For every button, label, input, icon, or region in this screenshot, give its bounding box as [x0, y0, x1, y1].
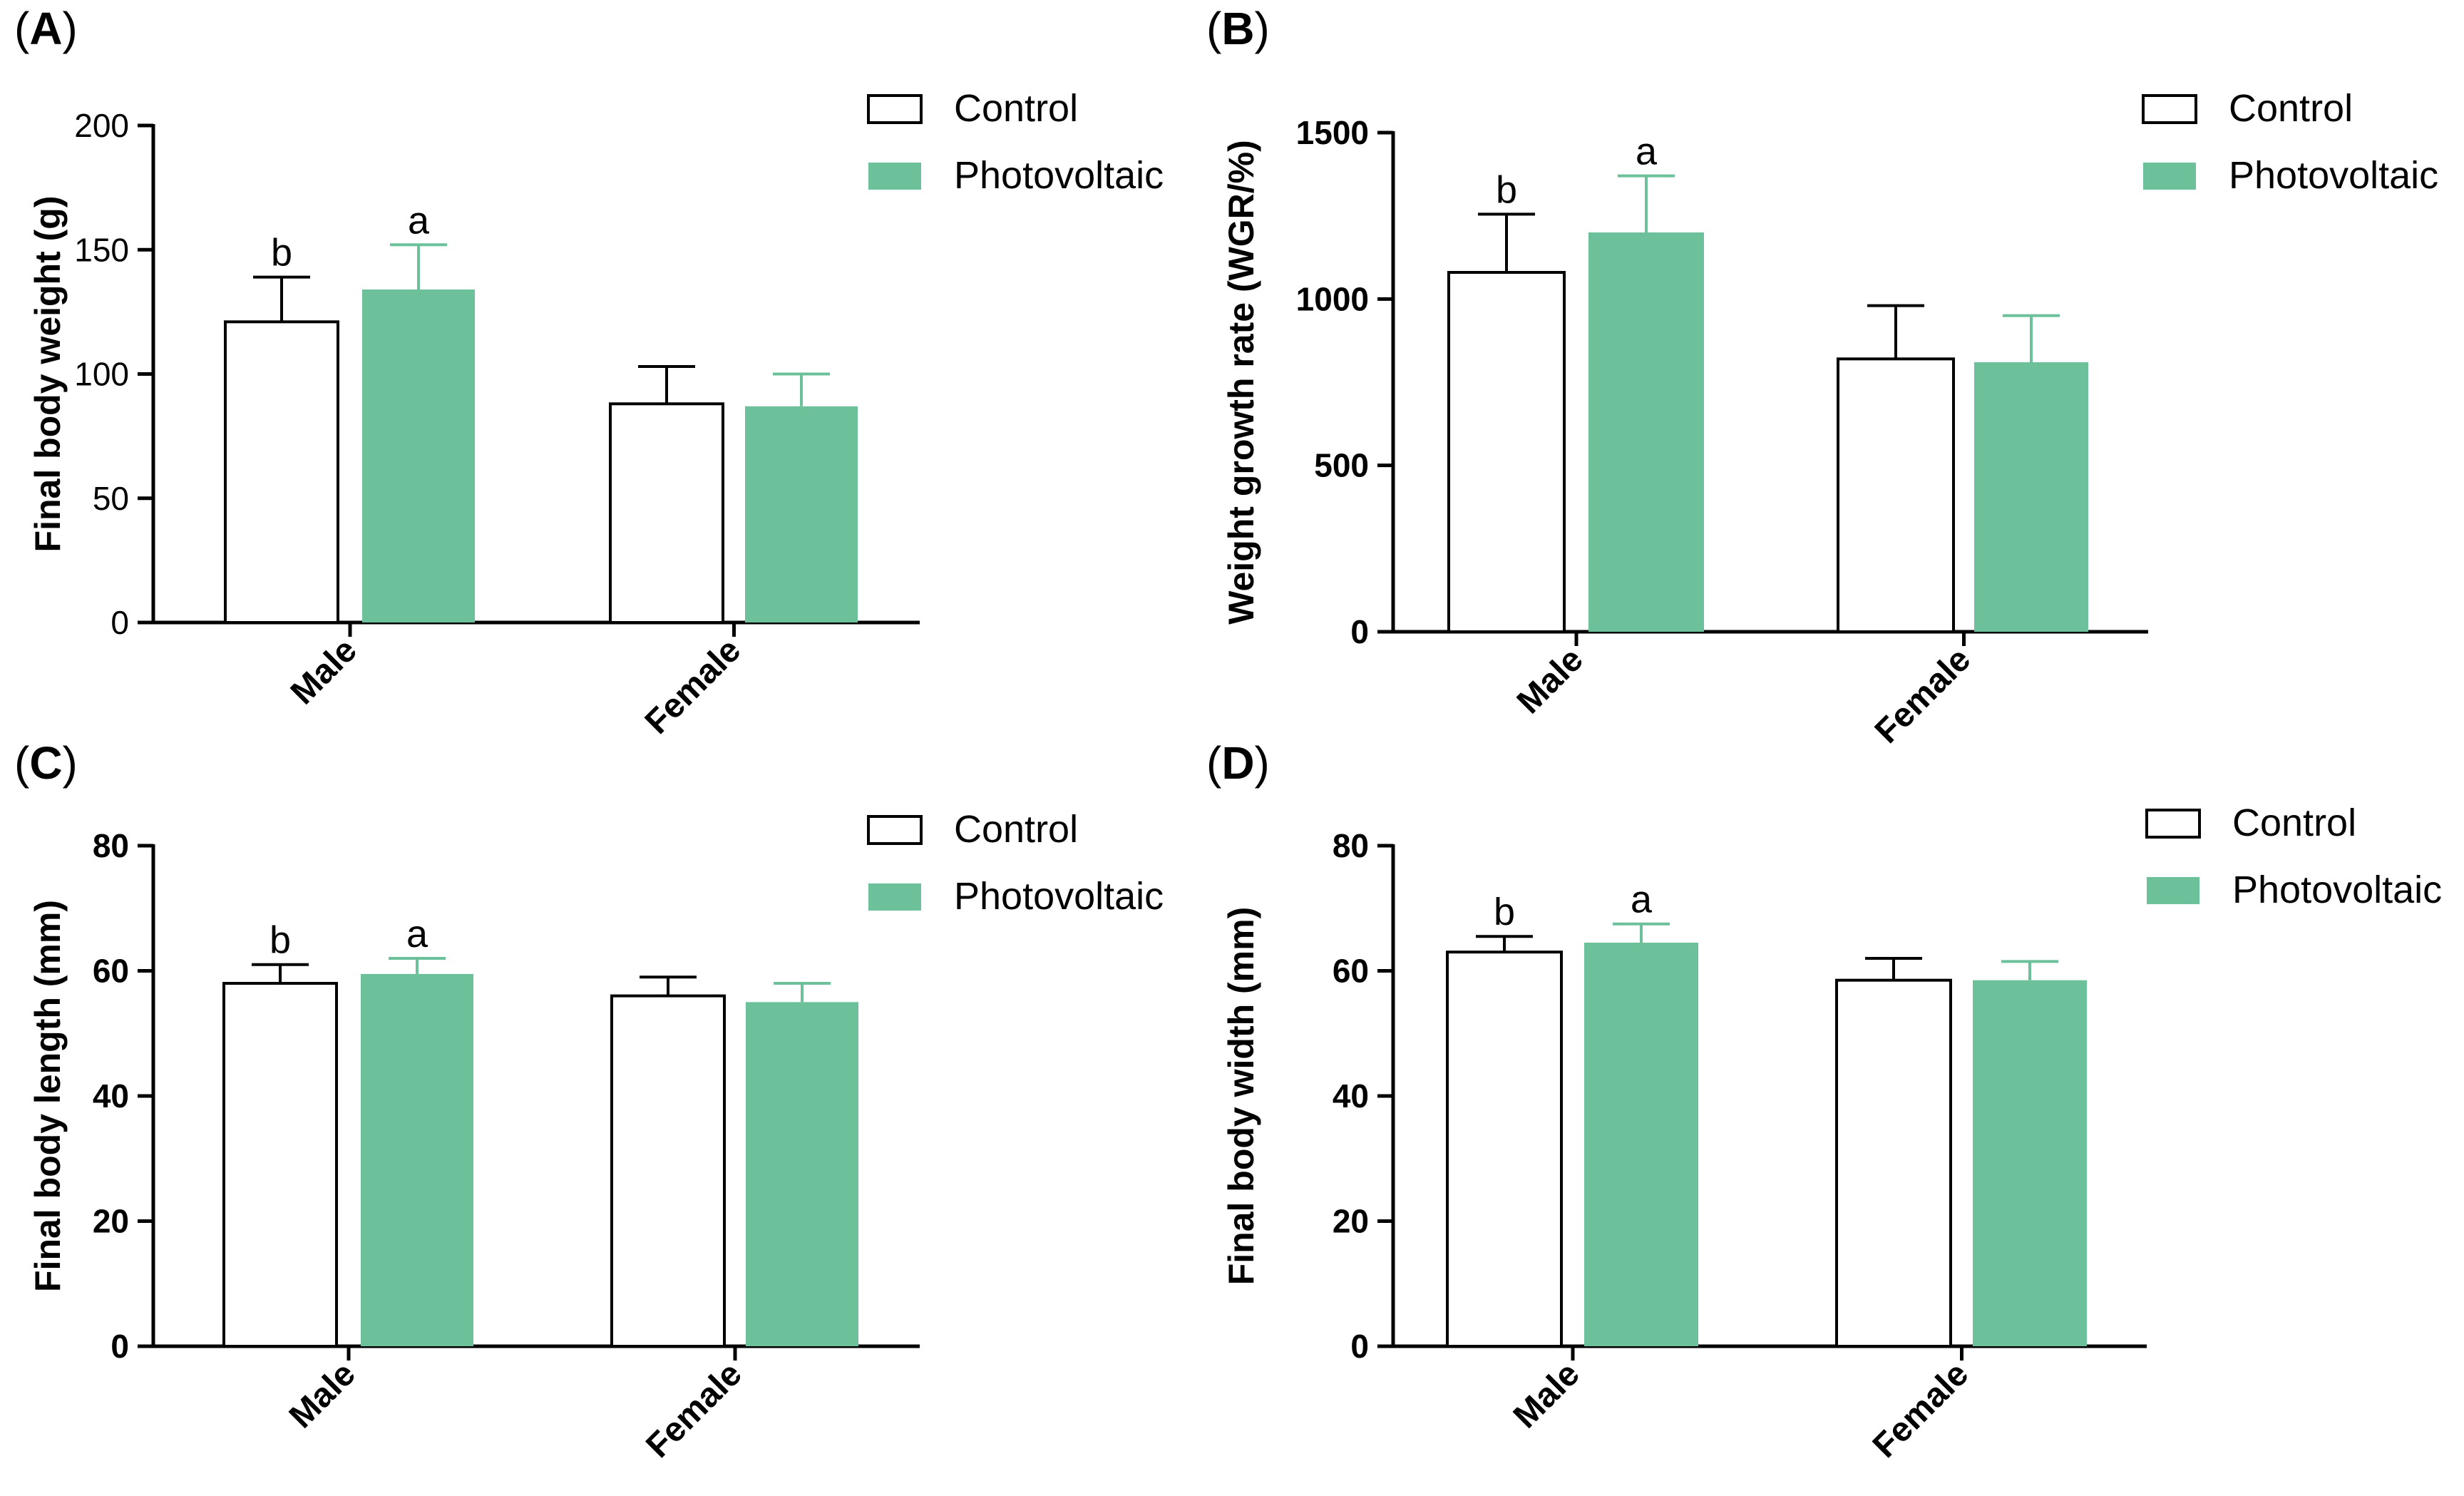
y-tick-label: 50: [93, 480, 129, 517]
y-tick-label: 100: [74, 356, 129, 393]
panel-label-letter: C: [29, 737, 62, 789]
x-tick-label: Male: [1510, 640, 1591, 721]
significance-letter: b: [270, 919, 291, 962]
panel-label-letter: D: [1221, 737, 1254, 789]
legend-swatch-control: [867, 815, 923, 845]
significance-letter: b: [1496, 168, 1517, 211]
legend-label-photovoltaic: Photovoltaic: [954, 154, 1164, 197]
panel-label: (A): [14, 3, 78, 54]
bar-photovoltaic-male: [1588, 232, 1704, 632]
y-tick-label: 0: [111, 604, 129, 641]
legend-swatch-control: [2145, 809, 2201, 839]
y-tick-label: 80: [1333, 827, 1369, 864]
bar-control-male: [224, 320, 339, 624]
x-tick-label: Male: [284, 631, 364, 712]
y-tick-label: 20: [93, 1203, 129, 1240]
y-tick-label: 40: [1333, 1077, 1369, 1115]
panel-label: (B): [1206, 3, 1270, 54]
bar-photovoltaic-female: [1974, 362, 2088, 632]
y-tick-label: 40: [93, 1077, 129, 1115]
panel-label-letter: A: [29, 3, 62, 54]
y-tick-label: 150: [74, 231, 129, 268]
panel-label-close-paren: ): [63, 3, 78, 54]
y-tick-label: 60: [93, 953, 129, 990]
bar-control-female: [1837, 357, 1955, 633]
panel-label-close-paren: ): [1255, 3, 1270, 54]
bar-photovoltaic-female: [1973, 980, 2087, 1346]
significance-letter: a: [1636, 130, 1658, 173]
y-axis-label: Final body length (mm): [28, 900, 68, 1292]
legend-swatch-photovoltaic: [868, 163, 921, 190]
panel-label-open-paren: (: [1206, 737, 1221, 789]
panel-label-letter: B: [1221, 3, 1254, 54]
x-tick-label: Female: [1868, 640, 1978, 750]
panel-label: (C): [14, 737, 78, 789]
panel-label-close-paren: ): [1255, 737, 1270, 789]
legend-label-photovoltaic: Photovoltaic: [2232, 869, 2442, 911]
legend-label-photovoltaic: Photovoltaic: [954, 875, 1164, 918]
significance-letter: a: [1631, 878, 1653, 921]
y-axis-label: Final body width (mm): [1221, 907, 1261, 1286]
legend-swatch-photovoltaic: [2147, 877, 2199, 904]
legend-label-photovoltaic: Photovoltaic: [2229, 154, 2438, 197]
significance-letter: a: [408, 199, 430, 242]
bar-control-male: [1446, 951, 1563, 1348]
significance-letter: b: [271, 232, 292, 275]
y-tick-label: 500: [1314, 447, 1369, 484]
y-axis-label: Weight growth rate (WGR/%): [1221, 140, 1261, 625]
panel-label-open-paren: (: [14, 3, 29, 54]
chart-panel-b: (B) 0 500 1000 1500 Weight growth rate (WGR/%…: [1206, 3, 2438, 751]
significance-letter: b: [1494, 891, 1515, 933]
bar-photovoltaic-female: [746, 1002, 858, 1346]
y-tick-label: 1500: [1296, 114, 1369, 151]
legend-swatch-control: [2142, 94, 2197, 124]
bar-control-male: [1447, 271, 1566, 633]
x-tick-label: Female: [638, 631, 748, 741]
chart-panel-d: (D) 0 20 40 60 80 Final body width (mm) b a Male F…: [1206, 737, 2442, 1465]
y-tick-label: 200: [74, 107, 129, 144]
bar-photovoltaic-female: [745, 406, 858, 623]
x-tick-label: Male: [1506, 1355, 1587, 1435]
panel-label-open-paren: (: [1206, 3, 1221, 54]
y-axis-label: Final body weight (g): [28, 196, 68, 553]
bar-control-male: [222, 982, 338, 1348]
y-tick-label: 60: [1333, 953, 1369, 990]
y-tick-label: 80: [93, 827, 129, 864]
x-tick-label: Female: [1866, 1355, 1976, 1465]
x-tick-label: Male: [282, 1355, 363, 1435]
y-tick-label: 1000: [1296, 280, 1369, 317]
chart-panel-a: (A) 0 50 100 150 200 Final body weight (g) b a Ma…: [14, 3, 1164, 742]
legend-swatch-photovoltaic: [2143, 163, 2196, 190]
y-tick-label: 20: [1333, 1203, 1369, 1240]
bar-control-female: [610, 994, 726, 1348]
bar-photovoltaic-male: [361, 973, 473, 1346]
y-tick-label: 0: [1350, 1328, 1369, 1365]
significance-letter: a: [406, 913, 428, 956]
panel-label-close-paren: ): [63, 737, 78, 789]
bar-photovoltaic-male: [362, 290, 475, 623]
legend-label-control: Control: [2232, 801, 2356, 844]
bar-control-female: [1835, 978, 1952, 1348]
y-tick-label: 0: [1350, 613, 1369, 650]
legend-label-control: Control: [954, 87, 1078, 130]
legend-swatch-control: [867, 94, 923, 124]
bar-photovoltaic-male: [1584, 943, 1698, 1346]
x-tick-label: Female: [639, 1355, 749, 1465]
chart-panel-c: (C) 0 20 40 60 80 Final body length (mm) b a Male…: [14, 737, 1164, 1465]
legend-label-control: Control: [954, 808, 1078, 851]
legend-swatch-photovoltaic: [868, 883, 921, 911]
legend-label-control: Control: [2229, 87, 2353, 130]
panel-label-open-paren: (: [14, 737, 29, 789]
y-tick-label: 0: [111, 1328, 129, 1365]
bar-control-female: [609, 402, 724, 624]
panel-label: (D): [1206, 737, 1270, 789]
